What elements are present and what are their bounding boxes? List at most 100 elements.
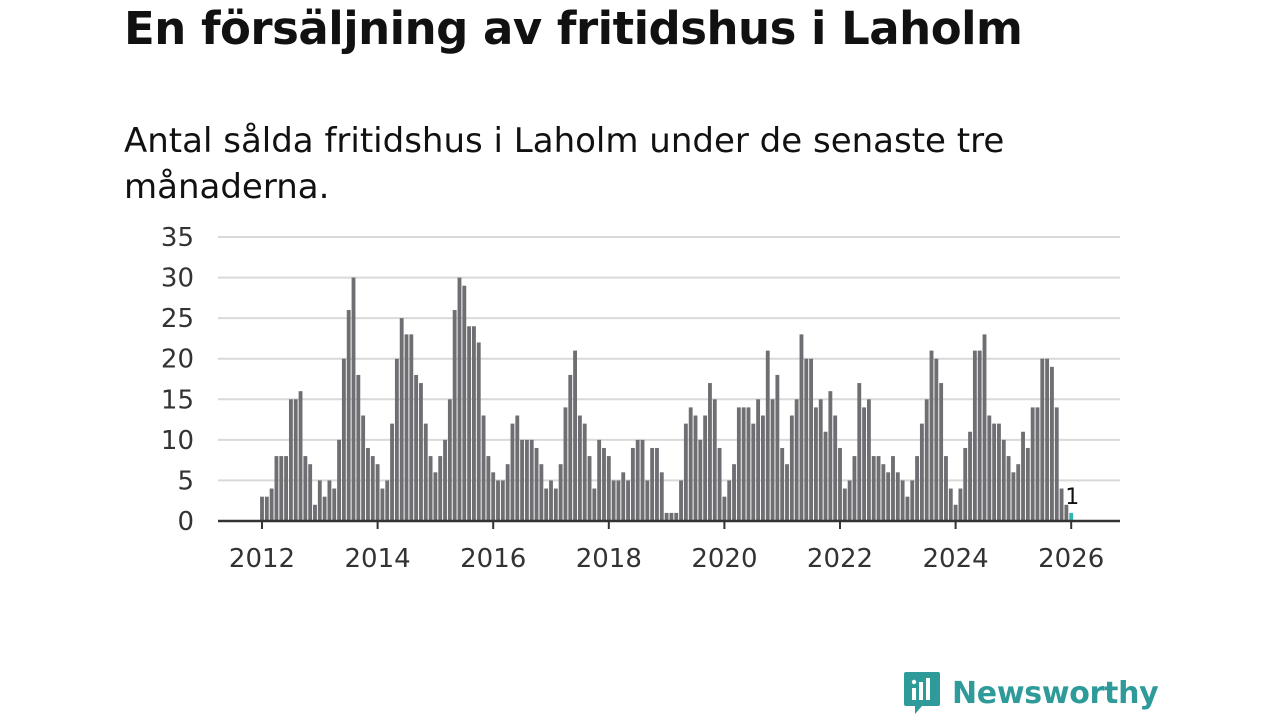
y-tick-label: 15 [161, 385, 194, 415]
bar [303, 456, 308, 521]
bar [804, 358, 809, 521]
bar [346, 310, 351, 521]
bar [683, 423, 688, 521]
bar [693, 415, 698, 521]
brand-name: Newsworthy [952, 675, 1159, 711]
bar [924, 399, 929, 521]
bar [895, 472, 900, 521]
bar [780, 447, 785, 521]
bar [1045, 358, 1050, 521]
bar [399, 318, 404, 521]
bar [1035, 407, 1040, 521]
bar [722, 496, 727, 521]
bar [866, 399, 871, 521]
bar [799, 334, 804, 521]
x-tick-label: 2018 [576, 544, 642, 574]
bar [616, 480, 621, 521]
bar [919, 423, 924, 521]
bar [886, 472, 891, 521]
bar [712, 399, 717, 521]
bar [775, 374, 780, 521]
bar [428, 456, 433, 521]
bar [327, 480, 332, 521]
bar [968, 431, 972, 521]
bar [279, 456, 284, 521]
bar [939, 383, 944, 521]
bar [929, 350, 934, 521]
bar [1021, 431, 1025, 521]
bar [635, 439, 640, 521]
bar [472, 326, 476, 521]
bar [650, 447, 655, 521]
bar [655, 447, 659, 521]
bar [423, 423, 428, 521]
bar [293, 399, 298, 521]
bar [481, 415, 486, 521]
annotations: 1 [1065, 485, 1079, 510]
bar [313, 504, 317, 521]
y-tick-label: 0 [177, 507, 194, 537]
bar [539, 464, 544, 521]
bar [997, 423, 1001, 521]
bar [756, 399, 761, 521]
bar [549, 480, 553, 521]
bar [679, 480, 683, 521]
bar [414, 374, 419, 521]
bar [351, 277, 356, 521]
bar [640, 439, 645, 521]
bar [476, 342, 481, 521]
bar [785, 464, 789, 521]
bar [645, 480, 650, 521]
bar [674, 512, 679, 521]
y-tick-label: 25 [161, 304, 194, 334]
data-label: 1 [1065, 485, 1079, 510]
x-tick-label: 2012 [229, 544, 295, 574]
bar [558, 464, 563, 521]
bar [982, 334, 987, 521]
bar [1040, 358, 1045, 521]
chart-subtitle: Antal sålda fritidshus i Laholm under de… [124, 121, 1005, 207]
bar [823, 431, 828, 521]
y-axis: 0 5 10 15 20 25 30 35 [161, 223, 194, 537]
y-tick-label: 5 [177, 466, 194, 496]
x-tick-label: 2020 [691, 544, 757, 574]
bar [794, 399, 799, 521]
bar [944, 456, 948, 521]
bar-highlight [1069, 512, 1074, 521]
bar [337, 439, 341, 521]
bar [842, 488, 847, 521]
bar [260, 496, 264, 521]
bar [833, 415, 838, 521]
bar [544, 488, 549, 521]
bars [260, 277, 1074, 521]
bar [1016, 464, 1021, 521]
bar [669, 512, 674, 521]
x-axis: 2012 2014 2016 2018 2020 2022 2024 2026 [218, 519, 1120, 574]
bar [264, 496, 269, 521]
bar [953, 504, 958, 521]
bar [703, 415, 708, 521]
bar [621, 472, 626, 521]
bar [491, 472, 496, 521]
bar [1001, 439, 1006, 521]
bar [1064, 504, 1069, 521]
bar [838, 447, 842, 521]
bar [751, 423, 756, 521]
bar [862, 407, 867, 521]
bar [375, 464, 380, 521]
bar [977, 350, 982, 521]
bar [770, 399, 775, 521]
bar [602, 447, 606, 521]
bar [308, 464, 313, 521]
y-tick-label: 35 [161, 223, 194, 253]
bar [809, 358, 814, 521]
bar [948, 488, 953, 521]
bar [553, 488, 558, 521]
bar [274, 456, 279, 521]
bar [611, 480, 616, 521]
bar [592, 488, 597, 521]
bar [419, 383, 423, 521]
bar [524, 439, 529, 521]
bar [520, 439, 525, 521]
